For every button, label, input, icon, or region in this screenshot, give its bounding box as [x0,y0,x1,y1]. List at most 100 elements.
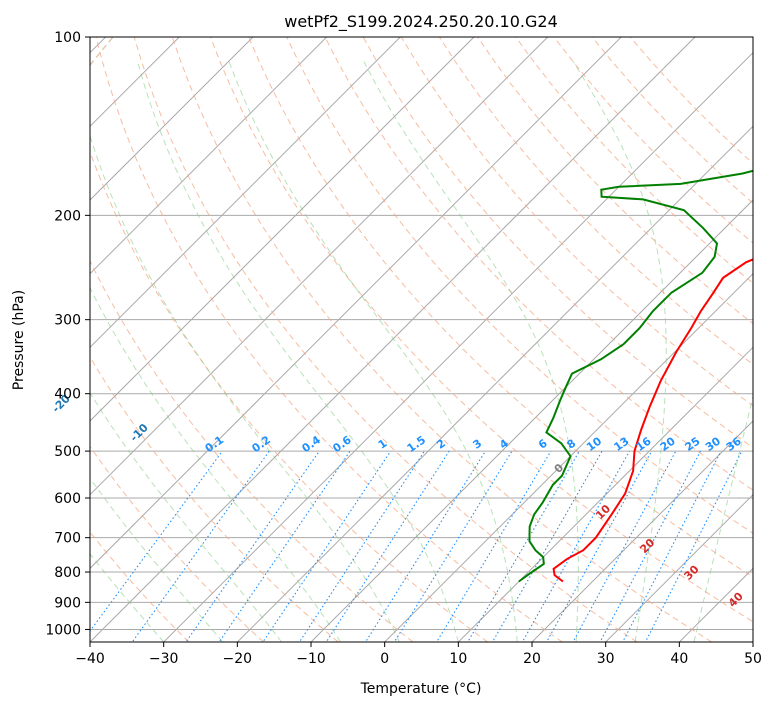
isotherm-line [90,37,181,128]
dry-adiabat-line [90,445,264,642]
moist-adiabat-line [572,61,667,642]
dry-adiabat-line [553,37,753,244]
mixing-ratio-line [622,450,722,642]
dry-adiabat-line [90,259,414,642]
mixing-ratio-line [436,450,552,642]
mixing-ratio-label: 1 [376,437,390,452]
dry-adiabat-line [286,37,753,534]
mixing-ratio-line [644,450,743,642]
isotherm-line [162,51,753,642]
mixing-ratio-label: 0.4 [300,433,324,455]
sounding-series [518,169,753,583]
isotherm-line [90,37,328,275]
moist-adiabat-line [228,61,518,642]
dewpoint-line [518,169,753,583]
chart-title: wetPf2_S199.2024.250.20.10.G24 [284,12,558,32]
isotherm-line [678,567,753,642]
moist-adiabat-line [90,477,223,642]
isotherm-line [0,10,59,654]
moist-adiabat-line [693,394,753,642]
y-axis: 100 200 300 400 500 600 700 800 900 1000 [45,30,90,638]
isotherm-line [531,420,753,642]
mixing-ratio-label: 0.2 [250,433,273,455]
x-axis-label: Temperature (°C) [360,681,482,697]
isotherm-line [752,641,753,642]
moist-adiabat-line [137,61,459,642]
y-tick-label: 1000 [45,622,81,638]
x-tick-label: 40 [670,651,688,667]
dry-adiabat-label: -10 [128,421,151,444]
y-tick-label: 400 [54,387,81,403]
x-tick-label: 0 [380,651,389,667]
y-tick-label: 300 [54,313,81,329]
temperature-line [552,258,753,583]
mixing-ratio-line [298,450,425,642]
moist-adiabat-label: 30 [682,562,702,582]
x-tick-label: 10 [449,651,467,667]
mixing-ratio-line [262,450,392,642]
y-tick-label: 100 [54,30,81,46]
moist-adiabat-label: 20 [637,536,657,556]
mixing-ratio-line [218,450,351,642]
x-axis: −40 −30 −20 −10 0 10 20 30 40 50 [75,642,762,667]
y-tick-label: 600 [54,491,81,507]
isotherm-line [90,37,696,642]
y-tick-label: 500 [54,444,81,460]
y-tick-label: 200 [54,208,81,224]
isotherm-line [383,272,753,642]
isotherm-line [90,37,623,570]
dry-adiabat-line [171,37,712,642]
mixing-ratio-line [467,450,580,642]
moist-adiabat-line [90,286,341,642]
mixing-ratio-line [325,450,450,642]
dry-adiabat-line [248,37,753,578]
isotherm-line [90,37,254,201]
isotherm-line [604,493,753,642]
dry-adiabat-line [90,150,488,642]
mixing-ratio-label: 6 [536,437,550,452]
mixing-ratio-label: 2 [434,437,448,452]
mixing-ratio-label: 3 [471,437,485,452]
x-tick-label: −30 [149,651,179,667]
plot-frame [89,36,754,643]
mixing-ratio-line [131,450,270,642]
y-axis-label: Pressure (hPa) [11,290,27,390]
dry-adiabat-line [477,37,753,325]
isotherm-line [236,125,753,642]
moist-adiabat-line [90,134,400,642]
x-tick-label: −20 [223,651,253,667]
mixing-ratio-line [491,450,603,642]
isotherm-line [310,199,753,642]
dry-adiabat-line [438,37,753,366]
mixing-ratio-line [521,450,630,642]
mixing-ratio-line [185,450,320,642]
x-tick-label: −40 [75,651,105,667]
moist-adiabat-label: 10 [593,502,613,522]
dry-adiabat-line [90,356,339,642]
x-tick-label: −10 [296,651,326,667]
dry-adiabat-line [95,37,563,642]
y-tick-label: 800 [54,565,81,581]
mixing-ratio-label: 1.5 [405,433,428,455]
x-tick-label: 20 [523,651,541,667]
dry-adiabat-line [90,531,190,642]
y-tick-label: 700 [54,531,81,547]
dry-adiabat-line [324,37,753,491]
isotherm-line [457,346,753,642]
isotherm-line [90,37,549,496]
dry-adiabat-line [515,37,753,284]
x-tick-label: 50 [744,651,762,667]
mixing-ratio-line [545,450,653,642]
isotherm-line [90,37,475,422]
dry-adiabat-line [210,37,753,623]
mixing-ratio-line [393,450,513,642]
mixing-ratio-line [572,450,677,642]
isopleth-labels: 0.10.20.40.611.52346810131620253036-100-… [50,392,746,610]
moist-adiabat-line [363,61,579,642]
y-tick-label: 900 [54,595,81,611]
isotherm-line [90,37,402,349]
moist-adiabat-line [90,553,165,642]
x-tick-label: 30 [597,651,615,667]
background-lines [0,10,753,654]
